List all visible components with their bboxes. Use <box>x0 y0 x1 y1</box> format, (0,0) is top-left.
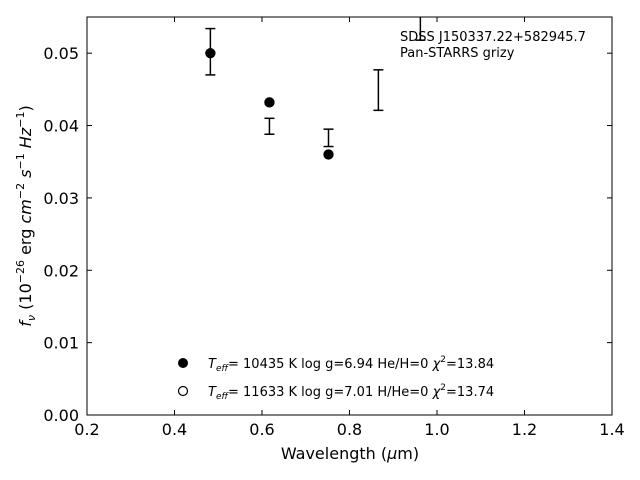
x-axis-label: Wavelength (μm) <box>281 444 419 463</box>
x-axis-ticks: 0.2 0.4 0.6 0.8 1.0 1.2 1.4 <box>74 17 625 439</box>
x-tick-label: 0.6 <box>249 420 274 439</box>
x-tick-label: 1.0 <box>424 420 449 439</box>
y-axis-ticks: 0.00 0.01 0.02 0.03 0.04 0.05 <box>43 44 612 425</box>
y-tick-label: 0.03 <box>43 189 79 208</box>
annotation-line-2: Pan-STARRS grizy <box>400 46 515 61</box>
y-tick-label: 0.05 <box>43 44 79 63</box>
x-tick-label: 0.8 <box>337 420 362 439</box>
y-tick-label: 0.01 <box>43 334 79 353</box>
legend: Teff= 10435 K log g=6.94 He/H=0 χ2=13.84… <box>177 355 494 402</box>
plot-frame <box>86 16 613 416</box>
x-tick-label: 0.4 <box>162 420 187 439</box>
chart-marks <box>205 17 426 160</box>
model-point-open <box>264 97 275 108</box>
legend-label-2: Teff= 11633 K log g=7.01 H/He=0 χ2=13.74 <box>208 383 494 402</box>
legend-marker-filled <box>178 358 188 368</box>
x-tick-label: 1.2 <box>512 420 537 439</box>
model-point-open <box>205 48 216 59</box>
y-tick-label: 0.02 <box>43 261 79 280</box>
model-point-open <box>323 149 334 160</box>
x-tick-label: 0.2 <box>74 420 99 439</box>
annotation-line-1: SDSS J150337.22+582945.7 <box>400 30 586 45</box>
y-axis-label: fν (10−26 erg cm−2 s−1 Hz−1) <box>14 105 38 326</box>
legend-marker-open <box>177 385 189 397</box>
legend-label-1: Teff= 10435 K log g=6.94 He/H=0 χ2=13.84 <box>208 355 494 374</box>
x-tick-label: 1.4 <box>599 420 624 439</box>
y-tick-label: 0.00 <box>43 406 79 425</box>
y-tick-label: 0.04 <box>43 117 79 136</box>
